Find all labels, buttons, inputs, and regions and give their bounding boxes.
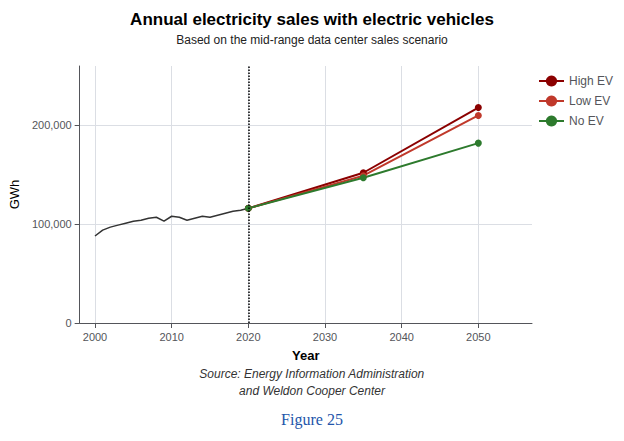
svg-text:2030: 2030 [313, 331, 337, 343]
svg-text:2050: 2050 [466, 331, 490, 343]
svg-text:and Weldon Cooper Center: and Weldon Cooper Center [239, 384, 386, 398]
svg-text:High EV: High EV [569, 74, 613, 88]
svg-text:Annual electricity sales with: Annual electricity sales with electric v… [130, 10, 494, 29]
svg-text:100,000: 100,000 [32, 218, 72, 230]
svg-text:GWh: GWh [7, 180, 22, 210]
svg-text:No EV: No EV [569, 114, 604, 128]
svg-text:Year: Year [292, 348, 319, 363]
svg-text:Low EV: Low EV [569, 94, 610, 108]
svg-text:0: 0 [66, 317, 72, 329]
svg-text:2040: 2040 [389, 331, 413, 343]
svg-text:2000: 2000 [83, 331, 107, 343]
svg-text:Based on the mid-range data ce: Based on the mid-range data center sales… [176, 33, 448, 47]
svg-text:2010: 2010 [159, 331, 183, 343]
svg-text:Figure 25: Figure 25 [281, 411, 343, 429]
svg-text:2020: 2020 [236, 331, 260, 343]
svg-text:200,000: 200,000 [32, 119, 72, 131]
svg-text:Source: Energy Information Adm: Source: Energy Information Administratio… [199, 367, 424, 381]
